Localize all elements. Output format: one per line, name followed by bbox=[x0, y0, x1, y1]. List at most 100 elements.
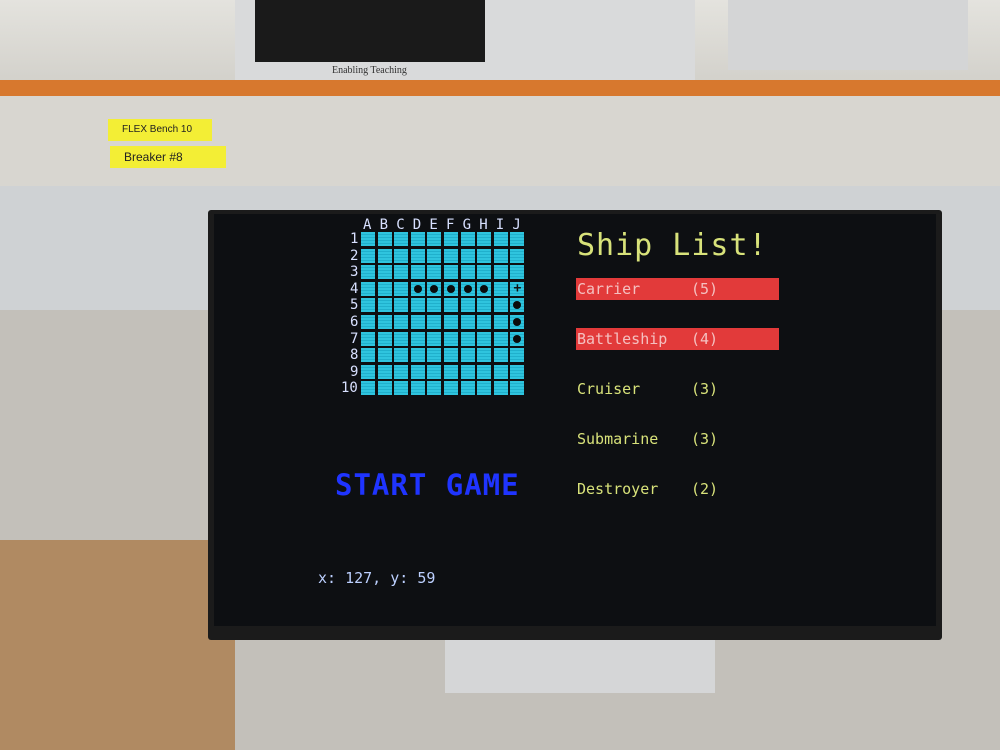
grid-cell-E4[interactable] bbox=[427, 281, 442, 296]
grid-cell-D7[interactable] bbox=[410, 331, 425, 346]
grid-cell-I2[interactable] bbox=[493, 248, 508, 263]
grid-cell-J6[interactable] bbox=[510, 315, 525, 329]
grid-cell-D1[interactable] bbox=[410, 232, 425, 246]
grid-cell-J1[interactable] bbox=[510, 232, 525, 246]
grid-cell-E8[interactable] bbox=[427, 348, 442, 363]
grid-cell-B2[interactable] bbox=[377, 248, 392, 263]
grid-cell-F4[interactable] bbox=[444, 281, 458, 296]
grid-cell-J10[interactable] bbox=[510, 381, 525, 396]
grid-cell-H7[interactable] bbox=[477, 331, 492, 346]
grid-cell-J7[interactable] bbox=[510, 331, 525, 346]
grid-cell-H8[interactable] bbox=[477, 348, 492, 363]
grid-cell-A7[interactable] bbox=[361, 331, 375, 346]
grid-cell-I4[interactable] bbox=[493, 281, 508, 296]
grid-cell-G9[interactable] bbox=[460, 364, 475, 379]
grid-cell-D10[interactable] bbox=[410, 381, 425, 396]
grid-cell-G1[interactable] bbox=[460, 232, 475, 246]
grid-cell-B8[interactable] bbox=[377, 348, 392, 363]
grid-cell-H6[interactable] bbox=[477, 315, 492, 329]
grid-cell-G6[interactable] bbox=[460, 315, 475, 329]
grid-cell-I7[interactable] bbox=[493, 331, 508, 346]
grid-cell-B4[interactable] bbox=[377, 281, 392, 296]
ship-list-item[interactable]: Submarine (3) bbox=[576, 428, 779, 450]
grid-cell-B7[interactable] bbox=[377, 331, 392, 346]
grid-cell-C10[interactable] bbox=[394, 381, 409, 396]
grid-cell-H2[interactable] bbox=[477, 248, 492, 263]
grid-cell-C1[interactable] bbox=[394, 232, 409, 246]
grid-cell-H3[interactable] bbox=[477, 265, 492, 280]
grid-cell-A6[interactable] bbox=[361, 315, 375, 329]
grid-cell-I6[interactable] bbox=[493, 315, 508, 329]
grid-cell-F8[interactable] bbox=[444, 348, 458, 363]
grid-cell-D8[interactable] bbox=[410, 348, 425, 363]
grid-cell-H4[interactable] bbox=[477, 281, 492, 296]
grid-cell-F2[interactable] bbox=[444, 248, 458, 263]
grid-cell-G2[interactable] bbox=[460, 248, 475, 263]
grid-cell-J9[interactable] bbox=[510, 364, 525, 379]
grid-cell-F6[interactable] bbox=[444, 315, 458, 329]
grid-cell-I3[interactable] bbox=[493, 265, 508, 280]
grid-cell-E2[interactable] bbox=[427, 248, 442, 263]
grid-cell-C2[interactable] bbox=[394, 248, 409, 263]
grid-cell-E7[interactable] bbox=[427, 331, 442, 346]
grid-cell-E5[interactable] bbox=[427, 298, 442, 313]
grid-cell-B9[interactable] bbox=[377, 364, 392, 379]
grid-cell-H5[interactable] bbox=[477, 298, 492, 313]
ship-list-item[interactable]: Cruiser (3) bbox=[576, 378, 779, 400]
grid-cell-B3[interactable] bbox=[377, 265, 392, 280]
grid-cell-A10[interactable] bbox=[361, 381, 375, 396]
grid-cell-G3[interactable] bbox=[460, 265, 475, 280]
grid-cell-A5[interactable] bbox=[361, 298, 375, 313]
grid-cell-H9[interactable] bbox=[477, 364, 492, 379]
grid-cell-J2[interactable] bbox=[510, 248, 525, 263]
grid-cell-H1[interactable] bbox=[477, 232, 492, 246]
grid-cell-A3[interactable] bbox=[361, 265, 375, 280]
grid-cell-G7[interactable] bbox=[460, 331, 475, 346]
grid-cell-D4[interactable] bbox=[410, 281, 425, 296]
grid-cell-G4[interactable] bbox=[460, 281, 475, 296]
ship-list-item[interactable]: Battleship (4) bbox=[576, 328, 779, 350]
grid-cell-C7[interactable] bbox=[394, 331, 409, 346]
grid-cell-C9[interactable] bbox=[394, 364, 409, 379]
grid-cell-A4[interactable] bbox=[361, 281, 375, 296]
ship-list-item[interactable]: Carrier (5) bbox=[576, 278, 779, 300]
grid-cell-A9[interactable] bbox=[361, 364, 375, 379]
grid-cell-A2[interactable] bbox=[361, 248, 375, 263]
grid-cell-D6[interactable] bbox=[410, 315, 425, 329]
grid-cell-B1[interactable] bbox=[377, 232, 392, 246]
grid-cell-D2[interactable] bbox=[410, 248, 425, 263]
grid-cell-F5[interactable] bbox=[444, 298, 458, 313]
grid-cell-I8[interactable] bbox=[493, 348, 508, 363]
grid-cell-C4[interactable] bbox=[394, 281, 409, 296]
grid-cell-J4[interactable]: + bbox=[510, 281, 525, 296]
grid-cell-B10[interactable] bbox=[377, 381, 392, 396]
grid-cell-E3[interactable] bbox=[427, 265, 442, 280]
grid-cell-F3[interactable] bbox=[444, 265, 458, 280]
grid-cell-I10[interactable] bbox=[493, 381, 508, 396]
grid-cell-D9[interactable] bbox=[410, 364, 425, 379]
grid-cell-G10[interactable] bbox=[460, 381, 475, 396]
grid-cell-F7[interactable] bbox=[444, 331, 458, 346]
grid-cell-E9[interactable] bbox=[427, 364, 442, 379]
grid-cell-I9[interactable] bbox=[493, 364, 508, 379]
grid-cell-F10[interactable] bbox=[444, 381, 458, 396]
grid-cell-C5[interactable] bbox=[394, 298, 409, 313]
grid-cell-F9[interactable] bbox=[444, 364, 458, 379]
grid-cell-H10[interactable] bbox=[477, 381, 492, 396]
grid-cell-I5[interactable] bbox=[493, 298, 508, 313]
grid-cell-I1[interactable] bbox=[493, 232, 508, 246]
grid-cell-A8[interactable] bbox=[361, 348, 375, 363]
grid-cell-A1[interactable] bbox=[361, 232, 375, 246]
start-game-button[interactable]: START GAME bbox=[335, 468, 520, 502]
ship-list-item[interactable]: Destroyer (2) bbox=[576, 478, 779, 500]
grid-cell-B6[interactable] bbox=[377, 315, 392, 329]
grid-cell-C3[interactable] bbox=[394, 265, 409, 280]
grid-cell-E1[interactable] bbox=[427, 232, 442, 246]
grid-cell-F1[interactable] bbox=[444, 232, 458, 246]
grid-cell-D3[interactable] bbox=[410, 265, 425, 280]
grid-cell-D5[interactable] bbox=[410, 298, 425, 313]
grid-cell-G5[interactable] bbox=[460, 298, 475, 313]
grid-cell-J5[interactable] bbox=[510, 298, 525, 313]
grid-cell-C6[interactable] bbox=[394, 315, 409, 329]
grid-cell-E6[interactable] bbox=[427, 315, 442, 329]
